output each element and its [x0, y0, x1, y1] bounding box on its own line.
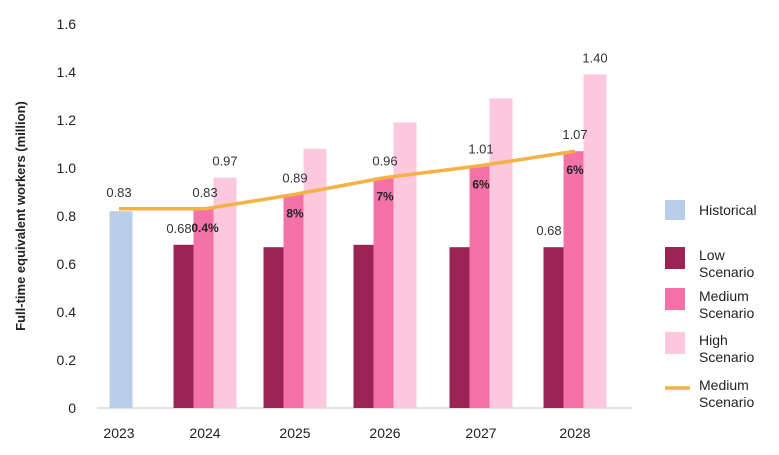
bar-high-scenario-2024: [213, 177, 237, 408]
y-tick-label: 1.4: [57, 64, 77, 80]
legend-low-scenario-label: Low Scenario: [699, 247, 754, 280]
x-tick-label: 2024: [189, 425, 220, 441]
legend-high-scenario-swatch: [665, 332, 685, 354]
data-label: 1.01: [468, 142, 493, 157]
growth-label: 6%: [566, 163, 584, 177]
bar-high-scenario-2026: [393, 122, 417, 409]
legend-historical-label: Historical: [699, 202, 757, 218]
bar-medium-scenario-2024: [193, 208, 217, 408]
bar-historical-2023: [109, 211, 133, 408]
x-tick-label: 2027: [465, 425, 496, 441]
bar-medium-scenario-2025: [283, 194, 307, 408]
data-label: 0.68: [536, 223, 561, 238]
data-label: 1.07: [562, 127, 587, 142]
y-tick-label: 1.0: [57, 160, 77, 176]
data-label: 0.89: [282, 170, 307, 185]
bars: [109, 74, 607, 409]
bar-high-scenario-2025: [303, 148, 327, 409]
data-label: 0.83: [192, 185, 217, 200]
data-label: 0.97: [212, 154, 237, 169]
growth-label: 8%: [286, 206, 304, 220]
y-axis: 0 0.2 0.4 0.6 0.8 1.0 1.2 1.4 1.6: [57, 16, 77, 416]
bar-low-scenario-2027: [449, 247, 473, 408]
legend-historical-swatch: [665, 200, 685, 220]
x-tick-label: 2026: [369, 425, 400, 441]
bar-medium-scenario-2028: [563, 151, 587, 408]
bar-high-scenario-2027: [489, 98, 513, 409]
bar-low-scenario-2024: [173, 244, 197, 408]
legend-medium-scenario-line-label: Medium Scenario: [699, 377, 754, 410]
y-tick-label: 1.2: [57, 112, 77, 128]
bar-medium-scenario-2026: [373, 177, 397, 408]
data-label: 0.96: [372, 154, 397, 169]
x-tick-label: 2028: [559, 425, 590, 441]
growth-label: 0.4%: [191, 221, 219, 235]
legend-medium-scenario-label: Medium Scenario: [699, 288, 754, 321]
medium-scenario-line-series: [119, 149, 576, 211]
line-medium-scenario: [119, 149, 576, 211]
x-tick-label: 2023: [103, 425, 134, 441]
y-tick-label: 1.6: [57, 16, 77, 32]
x-axis-ticks: 2023 2024 2025 2026 2027 2028: [103, 425, 590, 441]
x-tick-label: 2025: [279, 425, 310, 441]
data-labels: 0.83 0.68 0.83 0.97 0.89 0.96 1.01 0.68 1.07 1.40…: [106, 50, 607, 238]
legend: Historical Low Scenario Medium Scenario High S…: [665, 200, 757, 410]
legend-medium-scenario-swatch: [665, 288, 685, 310]
bar-low-scenario-2026: [353, 244, 377, 408]
y-axis-label: Full-time equivalent workers (million): [13, 101, 28, 331]
growth-label: 6%: [472, 178, 490, 192]
bar-low-scenario-2025: [263, 247, 287, 408]
data-label: 0.83: [106, 185, 131, 200]
y-tick-label: 0.2: [57, 352, 77, 368]
y-tick-label: 0: [68, 400, 76, 416]
data-label: 0.68: [166, 221, 191, 236]
y-tick-label: 0.6: [57, 256, 77, 272]
legend-high-scenario-label: High Scenario: [699, 332, 754, 365]
bar-low-scenario-2028: [543, 247, 567, 408]
data-label: 1.40: [582, 50, 607, 65]
y-tick-label: 0.4: [57, 304, 77, 320]
bar-medium-scenario-2027: [469, 165, 493, 408]
bar-high-scenario-2028: [583, 74, 607, 409]
growth-label: 7%: [376, 190, 394, 204]
y-tick-label: 0.8: [57, 208, 77, 224]
legend-low-scenario-swatch: [665, 247, 685, 269]
